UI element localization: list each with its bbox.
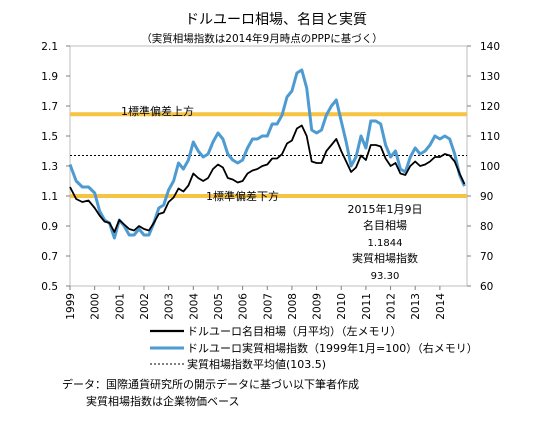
y-left-tick-label: 0.7 bbox=[41, 251, 58, 263]
y-right-tick-label: 70 bbox=[480, 251, 493, 263]
left-axis: 0.5 0.7 0.9 1.1 1.3 1.5 1.7 1.9 2.1 bbox=[41, 41, 70, 293]
y-left-tick-label: 1.3 bbox=[41, 161, 58, 173]
x-tick-label: 1999 bbox=[65, 293, 77, 320]
series-line-nominal bbox=[69, 124, 466, 233]
legend-label-average: 実質相場指数平均値(103.5) bbox=[187, 357, 326, 371]
x-tick-label: 2007 bbox=[262, 293, 274, 320]
y-left-tick-label: 2.1 bbox=[41, 41, 58, 53]
annotation-date: 2015年1月9日 bbox=[348, 202, 423, 216]
band-label-upper: 1標準偏差上方 bbox=[121, 104, 194, 118]
y-left-tick-label: 1.5 bbox=[41, 131, 58, 143]
x-tick-label: 2014 bbox=[435, 293, 447, 320]
y-right-tick-label: 120 bbox=[480, 101, 500, 113]
x-axis: 1999 2000 2001 2002 2003 2004 2005 2006 2007 2008… bbox=[65, 286, 447, 320]
y-right-tick-label: 100 bbox=[480, 161, 500, 173]
y-left-tick-label: 0.5 bbox=[41, 281, 58, 293]
y-right-tick-label: 90 bbox=[480, 191, 493, 203]
legend-label-nominal: ドルユーロ名目相場（月平均）（左メモリ） bbox=[187, 324, 402, 338]
y-right-tick-label: 80 bbox=[480, 221, 493, 233]
y-left-tick-label: 1.7 bbox=[41, 101, 58, 113]
y-right-tick-label: 110 bbox=[480, 131, 500, 143]
chart-subtitle: （実質相場指数は2014年9月時点のPPPに基づく） bbox=[141, 32, 382, 45]
x-tick-label: 2004 bbox=[188, 293, 200, 320]
x-tick-label: 2013 bbox=[410, 293, 422, 320]
x-tick-label: 2005 bbox=[213, 293, 225, 320]
annotation-nominal-value: 1.1844 bbox=[368, 238, 403, 249]
annotation-nominal-label: 名目相場 bbox=[363, 218, 407, 232]
y-right-tick-label: 60 bbox=[480, 281, 493, 293]
x-tick-label: 2000 bbox=[90, 293, 102, 320]
chart-title: ドルユーロ相場、名目と実質 bbox=[185, 12, 367, 28]
x-tick-label: 2009 bbox=[312, 293, 324, 320]
y-right-tick-label: 130 bbox=[480, 71, 500, 83]
annotation-real-value: 93.30 bbox=[371, 271, 400, 282]
annotation-real-label: 実質相場指数 bbox=[352, 251, 418, 265]
band-label-lower: 1標準偏差下方 bbox=[206, 189, 279, 203]
std-bands bbox=[70, 112, 467, 198]
y-right-tick-label: 140 bbox=[480, 41, 500, 53]
x-tick-label: 2002 bbox=[139, 293, 151, 320]
footnote-basis: 実質相場指数は企業物価ベース bbox=[86, 394, 239, 408]
series-line-real bbox=[68, 68, 466, 240]
right-axis: 60 70 80 90 100 110 120 130 140 bbox=[467, 41, 500, 293]
latest-annotation: 2015年1月9日 名目相場 1.1844 実質相場指数 93.30 bbox=[348, 202, 423, 282]
legend-label-real: ドルユーロ実質相場指数（1999年1月=100）（右メモリ） bbox=[187, 341, 478, 355]
x-tick-label: 2001 bbox=[114, 293, 126, 320]
x-tick-label: 2006 bbox=[238, 293, 250, 320]
x-tick-label: 2003 bbox=[164, 293, 176, 320]
legend: ドルユーロ名目相場（月平均）（左メモリ） ドルユーロ実質相場指数（1999年1月… bbox=[150, 324, 478, 371]
x-tick-label: 2012 bbox=[386, 293, 398, 320]
y-left-tick-label: 0.9 bbox=[41, 221, 58, 233]
x-tick-label: 2011 bbox=[361, 293, 373, 320]
footnote-source: データ：国際通貨研究所の開示データに基づい以下筆者作成 bbox=[62, 377, 359, 391]
y-left-tick-label: 1.9 bbox=[41, 71, 58, 83]
y-left-tick-label: 1.1 bbox=[41, 191, 58, 203]
x-tick-label: 2008 bbox=[287, 293, 299, 320]
series-lines bbox=[68, 68, 466, 240]
x-tick-label: 2010 bbox=[336, 293, 348, 320]
